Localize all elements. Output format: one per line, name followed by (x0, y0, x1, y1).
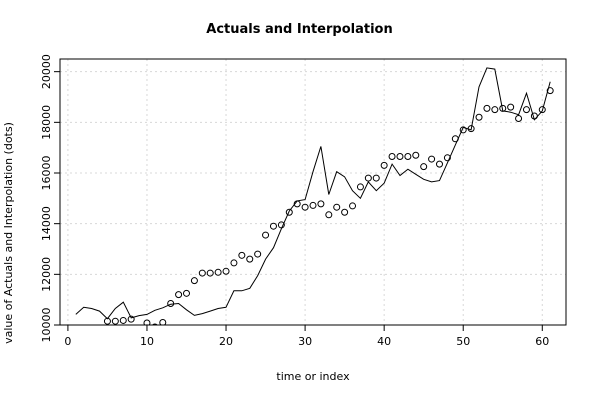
actual-point (491, 106, 499, 114)
x-tick-label: 10 (140, 335, 154, 348)
actual-point (262, 231, 270, 239)
actual-point (428, 155, 436, 163)
actual-point (499, 104, 507, 112)
actual-point (420, 163, 428, 171)
y-tick-label: 10000 (40, 308, 53, 343)
actual-point (269, 222, 277, 230)
actual-point (143, 319, 151, 325)
actual-point (349, 202, 357, 210)
actual-point (167, 299, 175, 307)
x-axis-label: time or index (276, 370, 350, 383)
actual-point (380, 161, 388, 169)
actual-point (546, 87, 554, 95)
plot-frame (59, 58, 567, 326)
actual-point (309, 201, 317, 209)
actual-point (103, 317, 111, 325)
actual-point (119, 316, 127, 324)
y-tick-label: 18000 (40, 105, 53, 140)
actual-point (159, 318, 167, 325)
x-tick-label: 50 (456, 335, 470, 348)
y-tick-label: 20000 (40, 54, 53, 89)
x-tick-label: 60 (535, 335, 549, 348)
actual-point (530, 112, 538, 120)
actual-point (538, 106, 546, 114)
actual-point (364, 174, 372, 182)
y-tick-label: 16000 (40, 156, 53, 191)
actual-point (285, 208, 293, 216)
actual-point (475, 113, 483, 121)
actual-point (483, 104, 491, 112)
actual-point (198, 269, 206, 277)
actual-point (356, 183, 364, 191)
grid-layer (60, 59, 566, 326)
y-axis-label: value of Actuals and Interpolation (dots… (2, 122, 15, 344)
x-tick-label: 0 (64, 335, 71, 348)
actual-point (222, 267, 230, 275)
actual-point (301, 203, 309, 211)
actual-point (325, 211, 333, 219)
actual-point (152, 323, 158, 325)
actual-point (522, 106, 530, 114)
actual-point (443, 154, 451, 162)
actual-point (451, 135, 459, 143)
actual-point (175, 291, 183, 299)
actual-point (111, 317, 119, 325)
actual-point (183, 289, 190, 297)
actual-point (412, 151, 420, 159)
actual-point (396, 153, 404, 161)
actual-point (238, 251, 246, 259)
actual-point (127, 315, 135, 323)
actual-point (459, 126, 467, 134)
y-tick-label: 12000 (40, 257, 53, 292)
actual-point (190, 277, 198, 285)
chart-title: Actuals and Interpolation (206, 22, 392, 37)
x-tick-label: 20 (219, 335, 233, 348)
line-layer (75, 67, 551, 320)
x-tick-label: 30 (298, 335, 312, 348)
y-tick-label: 14000 (40, 206, 53, 241)
actual-point (254, 250, 262, 258)
actual-point (388, 153, 396, 161)
actual-point (206, 269, 214, 277)
axis-layer: 0 10 20 30 40 50 60 10000 12000 14000 16000 18000 20… (40, 54, 567, 348)
actual-point (317, 200, 325, 208)
actual-point (515, 115, 523, 123)
actual-point (214, 268, 222, 276)
actual-point (230, 259, 238, 267)
actual-point (507, 103, 515, 111)
actual-point (467, 125, 475, 133)
actual-point (246, 255, 254, 263)
point-layer (103, 87, 554, 325)
x-tick-label: 40 (377, 335, 391, 348)
actual-point (333, 203, 341, 211)
actual-point (404, 153, 412, 161)
interpolation-line (75, 67, 551, 320)
actual-point (293, 200, 301, 208)
actual-point (436, 160, 443, 168)
actual-point (372, 174, 380, 182)
actual-point (277, 221, 285, 229)
actual-point (341, 208, 349, 216)
